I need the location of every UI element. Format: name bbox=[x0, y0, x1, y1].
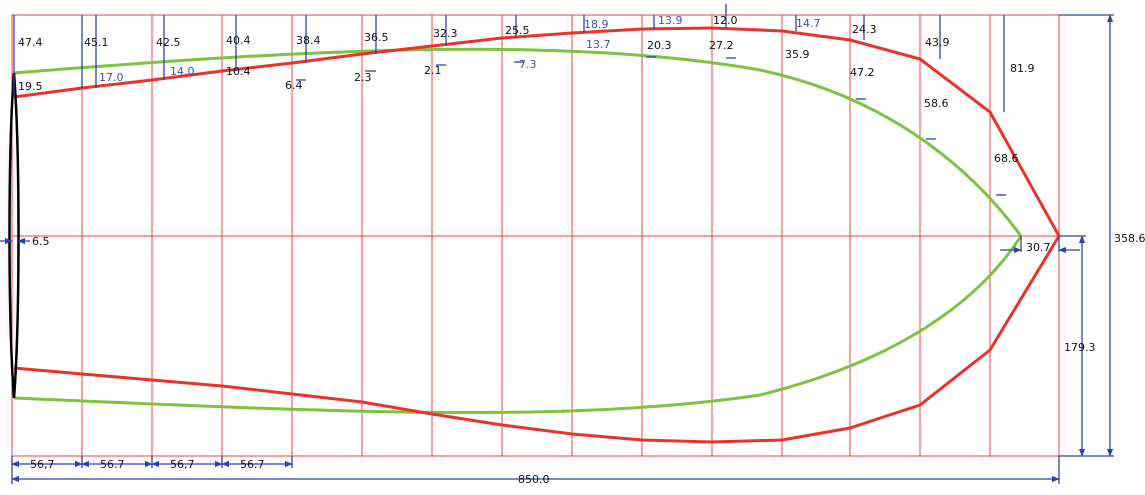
outer-offset-label: 32.3 bbox=[433, 27, 458, 40]
outer-offset-label: 40.4 bbox=[226, 34, 251, 47]
outer-offset-label: 12.0 bbox=[713, 14, 738, 27]
outer-offset-label: 42.5 bbox=[156, 36, 181, 49]
inner-gap-label: 47.2 bbox=[850, 66, 875, 79]
inner-gap-label: 58.6 bbox=[924, 97, 949, 110]
outer-offset-label: 47.4 bbox=[18, 36, 43, 49]
outer-offset-label: 43.9 bbox=[925, 36, 950, 49]
station-spacing-label: 56,7 bbox=[30, 458, 55, 471]
outer-offset-label: 14.7 bbox=[796, 17, 821, 30]
inner-gap-label: 17.0 bbox=[99, 71, 124, 84]
outer-offset-label: 18.9 bbox=[584, 18, 609, 31]
station-grid bbox=[11, 14, 1060, 457]
station-spacing-label: 56.7 bbox=[100, 458, 125, 471]
dimension-labels: 47.4 45.1 42.5 40.4 38.4 36.5 32.3 25.5 … bbox=[18, 14, 1145, 486]
inner-gap-label: 68.6 bbox=[994, 152, 1019, 165]
inner-gap-label: 13.7 bbox=[586, 38, 611, 51]
inner-gap-label: 20.3 bbox=[647, 39, 672, 52]
right-dimension-lines bbox=[1000, 14, 1114, 457]
station-spacing-label: 56,7 bbox=[170, 458, 195, 471]
bottom-dimension-lines bbox=[11, 456, 1060, 484]
outer-offset-label: 24.3 bbox=[852, 23, 877, 36]
inner-gap-label: 19.5 bbox=[18, 80, 43, 93]
inner-gap-label: 2.3 bbox=[354, 71, 372, 84]
top-dimension-ticks bbox=[13, 4, 1006, 196]
inner-gap-label: 7.3 bbox=[519, 58, 537, 71]
inner-gap-label: 27.2 bbox=[709, 39, 734, 52]
left-offset-label: 6.5 bbox=[32, 235, 50, 248]
outer-offset-label: 36.5 bbox=[364, 31, 389, 44]
outer-outline-curve bbox=[13, 26, 1061, 444]
outer-offset-label: 25.5 bbox=[505, 24, 530, 37]
tip-offset-label: 30.7 bbox=[1026, 241, 1051, 254]
inner-outline-curve bbox=[13, 47, 1023, 415]
total-length-label: 850.0 bbox=[518, 473, 550, 486]
outer-offset-label: 38.4 bbox=[296, 34, 321, 47]
inner-gap-label: 2.1 bbox=[424, 64, 442, 77]
outer-offset-label: 13.9 bbox=[658, 14, 683, 27]
total-width-label: 358.6 bbox=[1114, 232, 1145, 245]
inner-gap-label: 14.0 bbox=[170, 65, 195, 78]
station-spacing-label: 56.7 bbox=[240, 458, 265, 471]
half-width-label: 179.3 bbox=[1064, 341, 1096, 354]
inner-gap-label: 10.4 bbox=[226, 65, 251, 78]
leading-edge-outline bbox=[8, 72, 20, 399]
inner-gap-label: 35.9 bbox=[785, 48, 810, 61]
outer-offset-label: 81.9 bbox=[1010, 62, 1035, 75]
inner-gap-label: 6.4 bbox=[285, 79, 303, 92]
outer-offset-label: 45.1 bbox=[84, 36, 109, 49]
